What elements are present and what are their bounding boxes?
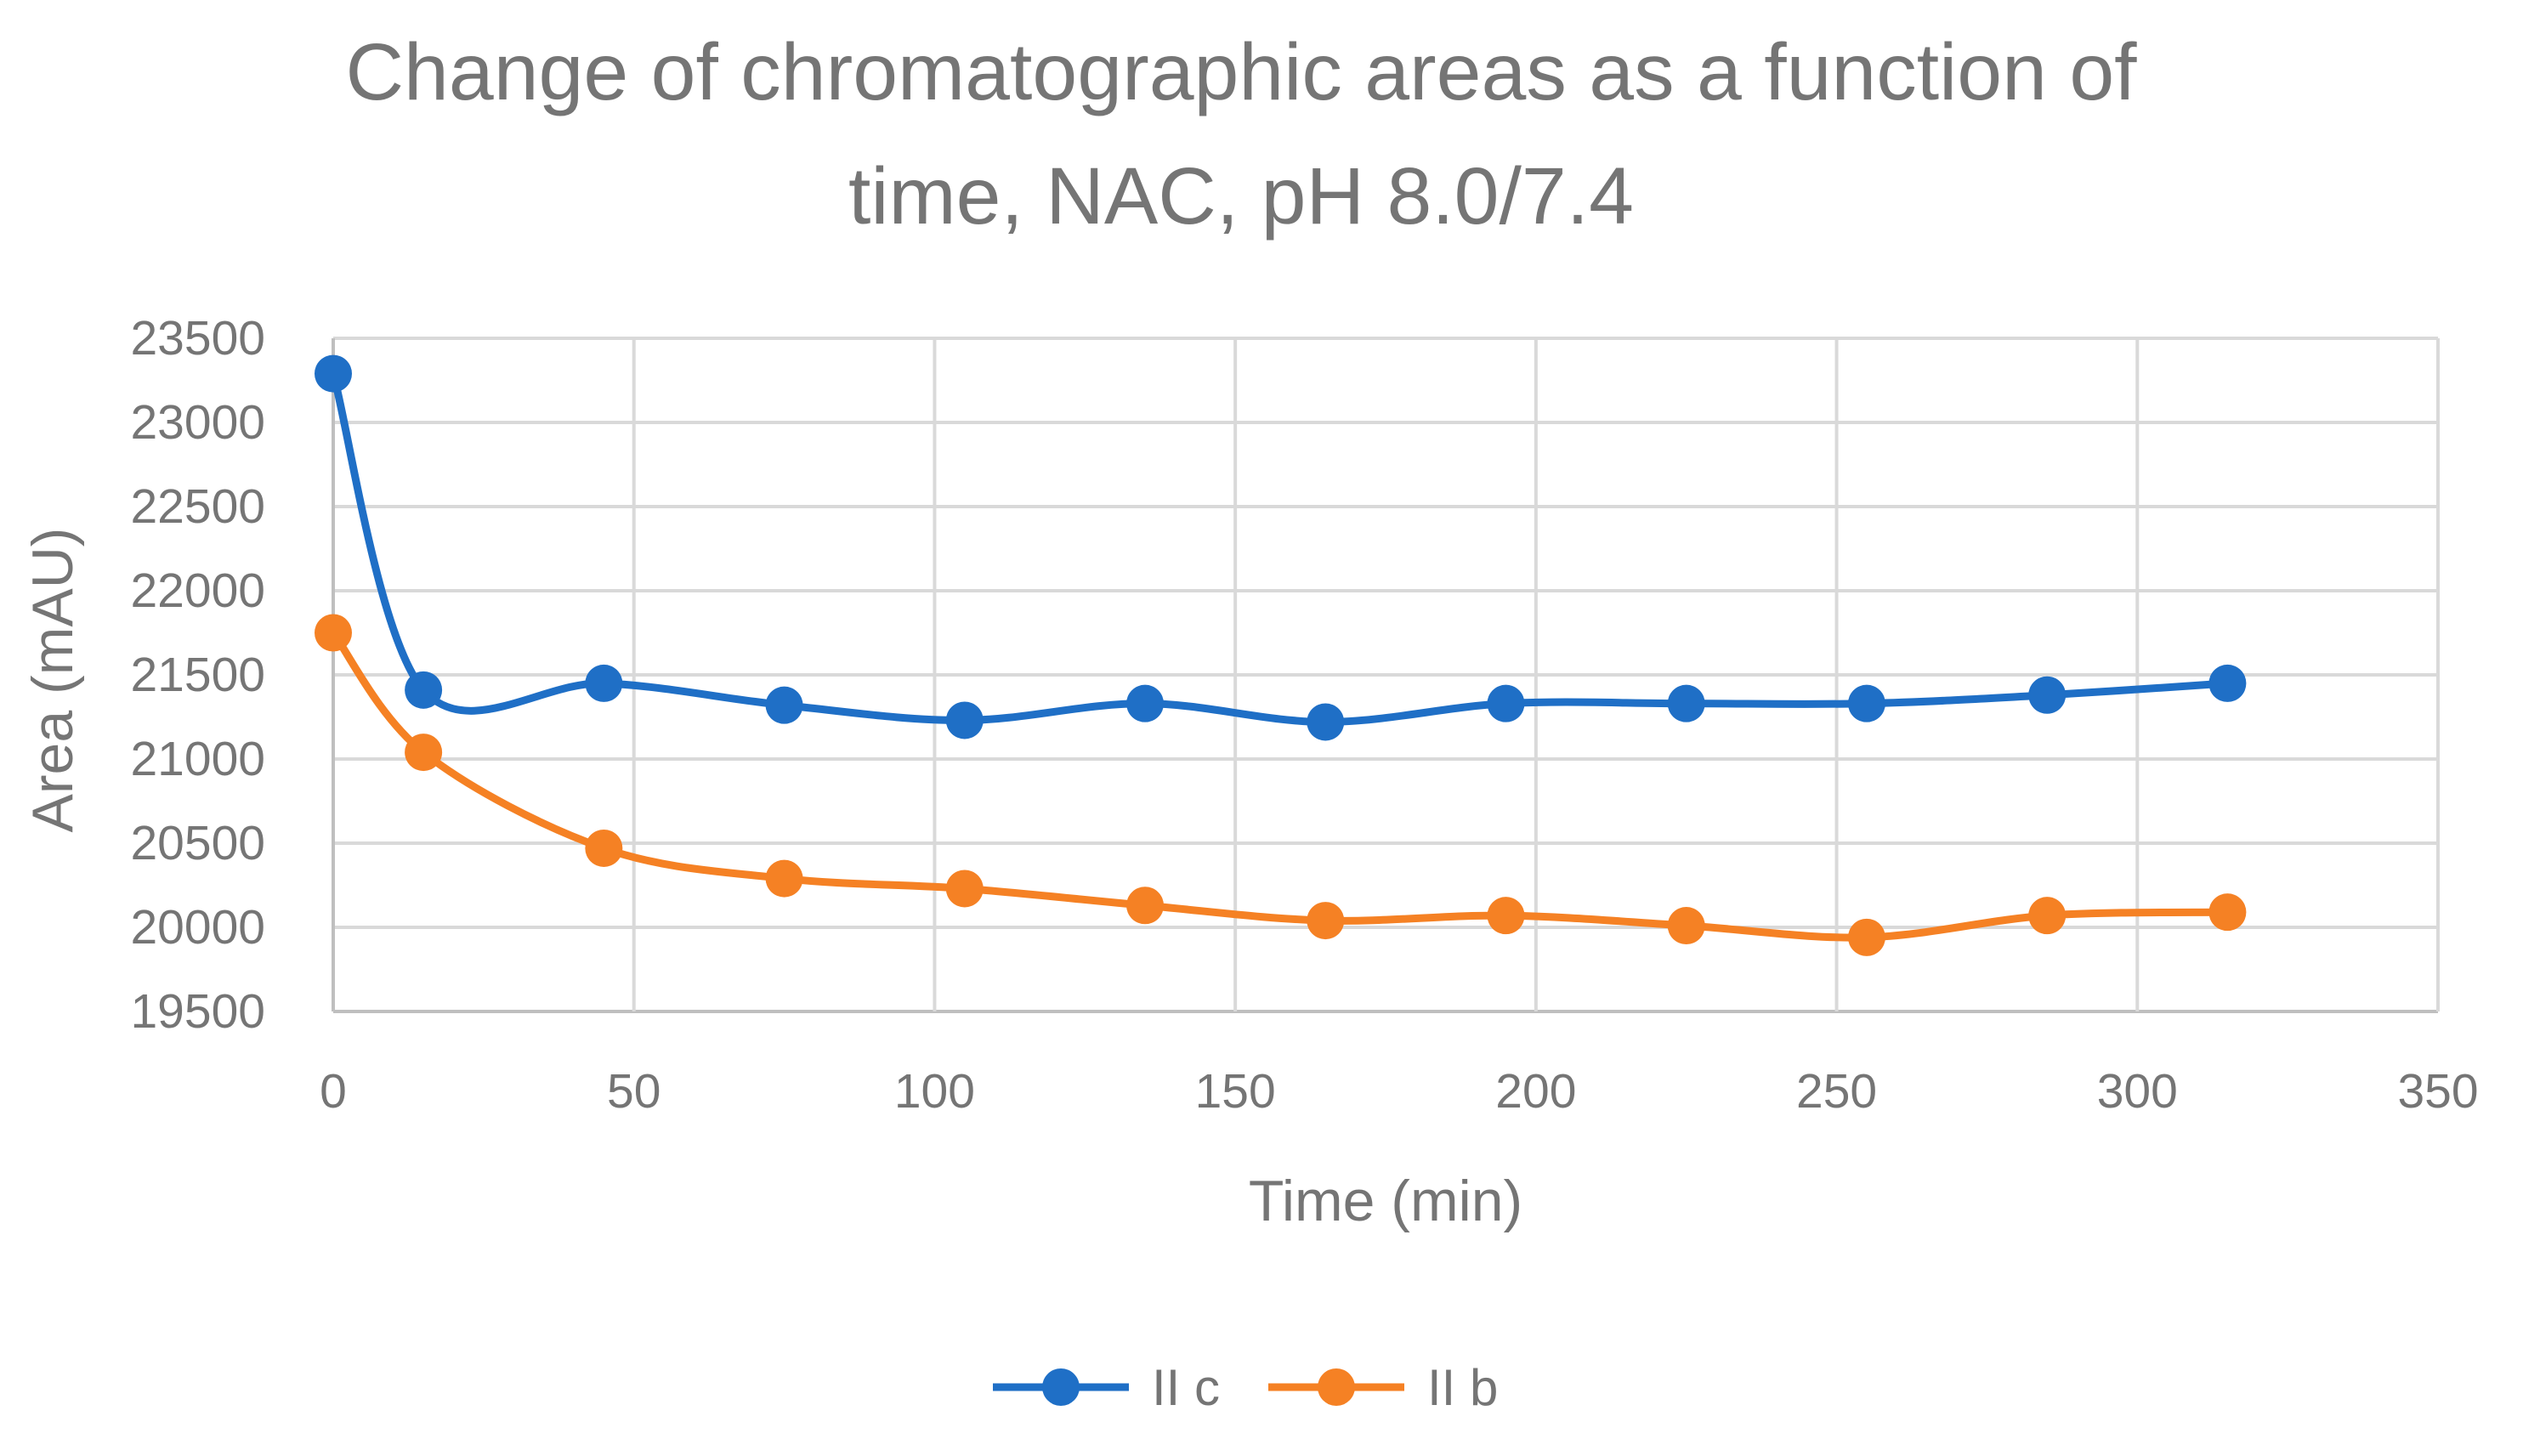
y-tick-label: 20000 [130,900,265,955]
data-point-ii-b [1667,907,1705,945]
x-tick-label: 100 [894,1064,975,1119]
data-point-ii-b [945,870,984,908]
series-line-ii-b [329,629,2231,942]
data-point-ii-b [765,859,803,898]
legend-swatch-marker-ii-b [1318,1368,1355,1406]
data-point-ii-c [1487,684,1525,722]
y-tick-label: 22500 [130,479,265,534]
data-point-ii-b [1847,918,1885,956]
data-point-ii-b [2208,893,2247,932]
data-point-ii-c [2028,676,2067,714]
data-point-ii-b [315,614,352,652]
y-tick-label: 22000 [130,564,265,618]
y-tick-label: 21000 [130,732,265,786]
x-tick-label: 150 [1195,1064,1276,1119]
data-point-ii-c [945,701,984,739]
series-line-ii-c [329,370,2231,726]
y-tick-label: 23500 [130,311,265,365]
data-point-ii-c [1126,684,1165,722]
x-tick-label: 50 [607,1064,661,1119]
data-point-ii-c [315,354,352,393]
data-point-ii-b [585,829,623,867]
data-point-ii-b [1126,887,1165,925]
data-point-ii-b [2028,897,2067,935]
data-point-ii-c [405,671,443,709]
y-tick-label: 20500 [130,816,265,870]
data-point-ii-b [1307,902,1345,940]
data-point-ii-b [1487,897,1525,935]
y-tick-label: 19500 [130,984,265,1039]
legend-swatch-marker-ii-c [1042,1368,1080,1406]
x-tick-label: 300 [2097,1064,2178,1119]
y-axis-title: Area (mAU) [20,528,85,833]
data-point-ii-b [405,734,443,772]
data-point-ii-c [1667,684,1705,722]
x-axis-title: Time (min) [1249,1169,1522,1233]
data-point-ii-c [765,686,803,724]
x-tick-label: 200 [1495,1064,1576,1119]
legend-label-ii-c: II c [1152,1359,1220,1416]
y-tick-label: 21500 [130,648,265,702]
x-tick-label: 0 [320,1064,347,1119]
data-point-ii-c [585,664,623,702]
data-point-ii-c [1847,684,1885,722]
chart-title-line: Change of chromatographic areas as a fun… [345,27,2137,117]
data-point-ii-c [2208,664,2247,702]
x-tick-label: 250 [1796,1064,1877,1119]
x-tick-label: 350 [2397,1064,2478,1119]
chart-title-line: time, NAC, pH 8.0/7.4 [848,151,1634,241]
y-tick-label: 23000 [130,395,265,450]
data-point-ii-c [1307,703,1345,741]
legend-label-ii-b: II b [1427,1359,1498,1416]
